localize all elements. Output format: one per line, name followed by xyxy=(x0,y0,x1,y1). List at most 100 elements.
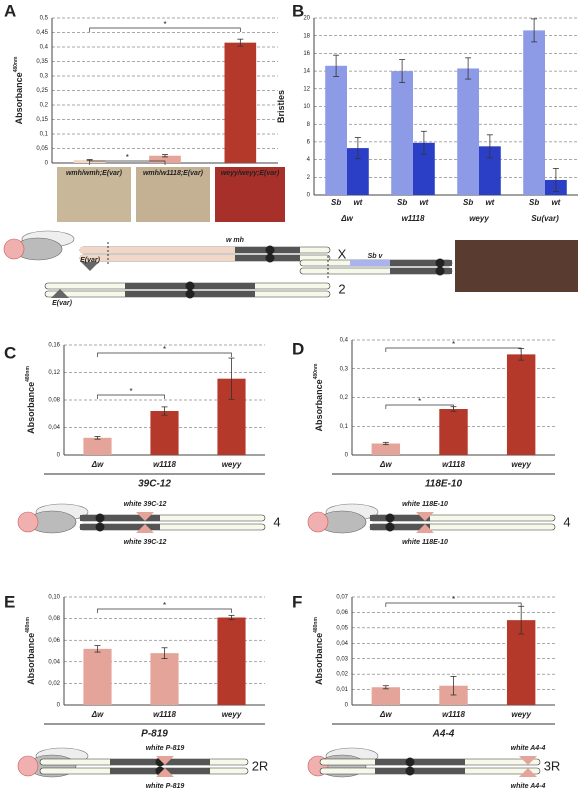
y-tick-label: 0 xyxy=(57,703,61,709)
insertion xyxy=(156,756,174,765)
insertion xyxy=(416,524,434,533)
y-tick-label: 0,05 xyxy=(36,146,48,152)
diagram-label: 3R xyxy=(544,758,561,773)
y-tick-label: 0,02 xyxy=(48,681,60,687)
diagram-label: Sb v xyxy=(368,253,384,260)
y-axis-label: Bristles xyxy=(276,90,286,123)
x-axis-label: 118E-10 xyxy=(425,479,463,490)
heterochromatin xyxy=(390,268,452,274)
significance-label: * xyxy=(163,20,166,29)
bar xyxy=(479,146,501,195)
heterochromatin xyxy=(80,515,160,521)
bar xyxy=(83,648,112,705)
y-tick-label: 0,1 xyxy=(40,132,49,138)
panel-letter: C xyxy=(4,343,16,362)
fly-head xyxy=(3,238,25,260)
heterochromatin xyxy=(390,260,452,266)
y-label-text: Absorbance xyxy=(14,72,24,124)
significance-bracket xyxy=(89,27,241,32)
centromere xyxy=(185,289,195,299)
bar xyxy=(149,155,181,163)
diagram-label: w mh xyxy=(226,237,244,244)
y-tick-label: 0,08 xyxy=(48,616,60,622)
series-label: wt xyxy=(551,198,560,207)
y-tick-label: 18 xyxy=(303,33,310,39)
y-tick-label: 0,04 xyxy=(48,425,60,431)
insertion xyxy=(156,768,174,777)
y-tick-label: 16 xyxy=(303,51,310,57)
diagram-label: white 118E-10 xyxy=(402,539,448,546)
y-tick-label: 0,03 xyxy=(336,656,348,662)
centromere xyxy=(405,757,415,767)
photo xyxy=(455,240,578,292)
diagram-label: E(var) xyxy=(52,300,73,307)
bar xyxy=(83,437,112,455)
significance-label: * xyxy=(129,387,132,396)
y-label-text: Absorbance xyxy=(26,633,36,685)
y-tick-label: 6 xyxy=(307,139,311,145)
y-label-sup: 480nm xyxy=(313,617,319,633)
insertion xyxy=(519,756,537,765)
panel-letter: A xyxy=(4,1,16,20)
bar xyxy=(150,411,179,455)
bar xyxy=(439,409,468,455)
x-tick-label: weyy xyxy=(469,214,489,223)
diagram-label: white P-819 xyxy=(146,783,185,790)
y-tick-label: 0,2 xyxy=(340,395,349,401)
significance-bracket xyxy=(385,404,454,409)
y-tick-label: 0,02 xyxy=(336,672,348,678)
bar xyxy=(371,687,401,705)
significance-bracket xyxy=(385,347,522,352)
insertion xyxy=(416,512,434,521)
photo-caption: wmh/wmh;E(var) xyxy=(66,170,123,177)
diagram-label: white A4-4 xyxy=(511,745,546,752)
x-tick-label: w1118 xyxy=(153,460,176,469)
bar xyxy=(150,653,179,705)
y-tick-label: 0,4 xyxy=(340,338,349,344)
y-tick-label: 0 xyxy=(45,161,49,167)
photo xyxy=(57,167,131,222)
y-tick-label: 0 xyxy=(345,703,349,709)
diagram-label: 4 xyxy=(273,514,280,529)
centromere xyxy=(185,281,195,291)
y-tick-label: 12 xyxy=(303,86,310,92)
significance-bracket xyxy=(385,602,522,607)
y-tick-label: 0,35 xyxy=(36,59,48,65)
y-tick-label: 0,04 xyxy=(48,659,60,665)
bar xyxy=(217,617,246,705)
y-axis-label: Absorbance480nm xyxy=(13,56,24,124)
photo-caption: wmh/w1118;E(var) xyxy=(143,170,204,177)
x-axis-label: A4-4 xyxy=(432,729,455,740)
y-tick-label: 0 xyxy=(57,453,61,459)
y-tick-label: 0,3 xyxy=(40,74,49,80)
x-tick-label: Δw xyxy=(379,460,392,469)
diagram-label: 4 xyxy=(563,514,570,529)
panel-letter: F xyxy=(292,592,302,611)
x-tick-label: Su(var) xyxy=(531,214,559,223)
heterochromatin xyxy=(375,759,465,765)
y-tick-label: 0,1 xyxy=(340,424,349,430)
series-label: Sb xyxy=(331,198,341,207)
y-tick-label: 0,4 xyxy=(40,45,49,51)
y-axis-label: Absorbance480nm xyxy=(313,363,324,431)
x-axis-label: 39C-12 xyxy=(138,479,171,490)
significance-bracket xyxy=(89,160,166,165)
series-label: Sb xyxy=(397,198,407,207)
bar xyxy=(371,443,401,455)
y-label-text: Bristles xyxy=(276,90,286,123)
panel-letter: D xyxy=(292,339,304,358)
diagram-label: white 39C-12 xyxy=(124,539,167,546)
chromosome-region xyxy=(350,260,400,266)
x-tick-label: Δw xyxy=(91,460,104,469)
y-tick-label: 0,15 xyxy=(36,117,48,123)
y-axis-label: Absorbance480nm xyxy=(25,366,36,434)
x-tick-label: w1118 xyxy=(402,214,425,223)
y-tick-label: 14 xyxy=(303,69,310,75)
insertion xyxy=(136,524,154,533)
x-tick-label: Δw xyxy=(379,710,392,719)
y-tick-label: 0,5 xyxy=(40,16,49,22)
bar xyxy=(347,148,369,195)
bar xyxy=(413,142,435,195)
y-label-text: Absorbance xyxy=(26,382,36,434)
significance-label: * xyxy=(418,397,421,406)
